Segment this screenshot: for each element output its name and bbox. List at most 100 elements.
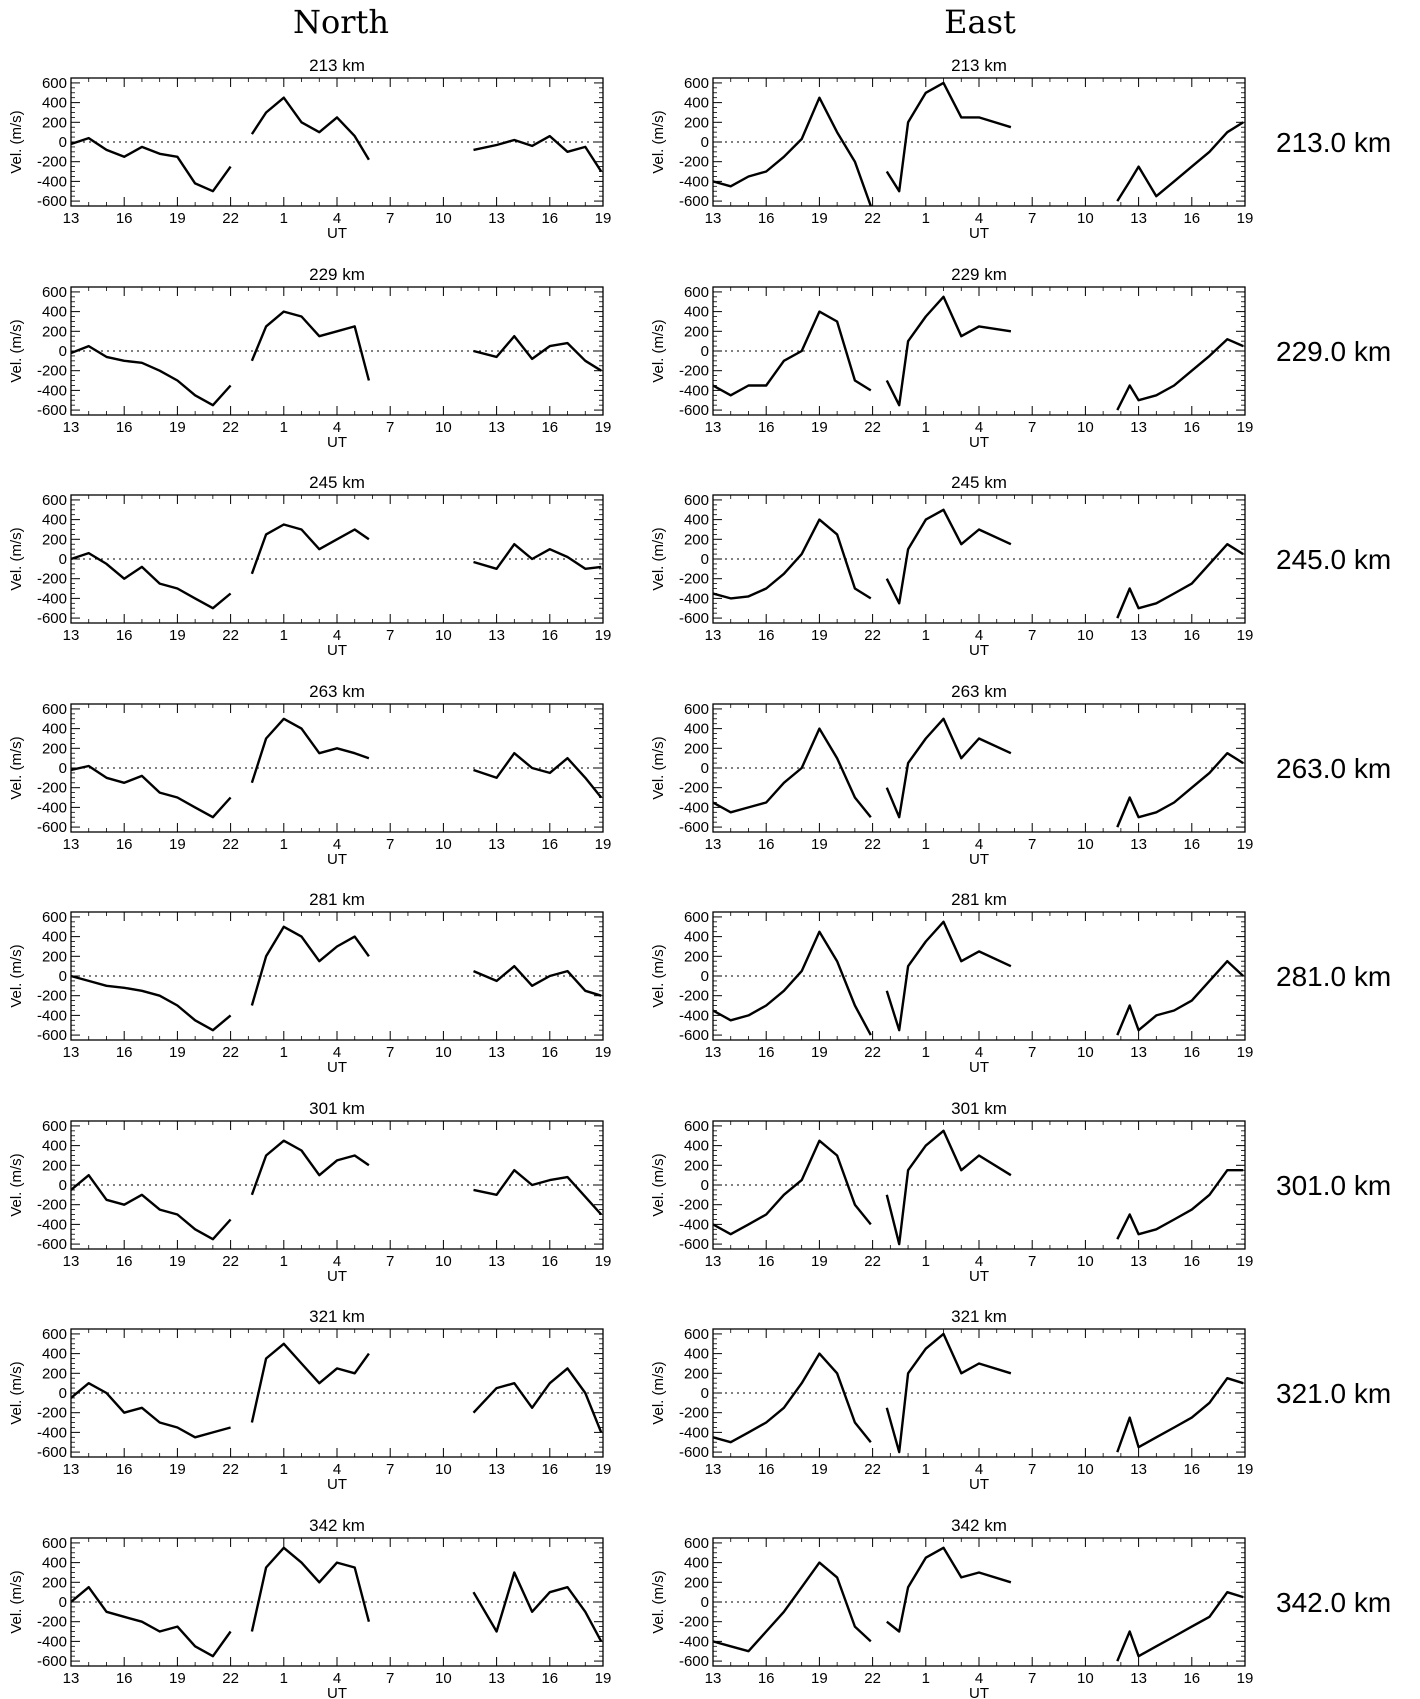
x-tick-label: 19 — [1237, 419, 1254, 436]
y-tick-label: -400 — [679, 799, 709, 816]
x-tick-label: 19 — [1237, 836, 1254, 853]
x-tick-label: 13 — [488, 1044, 505, 1061]
x-tick-label: 13 — [488, 1253, 505, 1270]
x-tick-label: 1 — [922, 1253, 930, 1270]
x-tick-label: 13 — [488, 836, 505, 853]
x-tick-label: 13 — [705, 1044, 722, 1061]
series-line-segment-0 — [713, 518, 872, 600]
x-tick-label: 19 — [1237, 1670, 1254, 1687]
y-tick-label: 200 — [42, 114, 67, 131]
series-line-segment-1 — [885, 508, 1012, 605]
y-tick-label: -400 — [679, 1216, 709, 1233]
series-line-segment-2 — [473, 543, 602, 570]
x-tick-label: 16 — [758, 1253, 775, 1270]
x-tick-label: 22 — [222, 1670, 239, 1687]
x-tick-label: 4 — [975, 1461, 983, 1478]
y-tick-label: -600 — [679, 1653, 709, 1670]
y-axis-label: Vel. (m/s) — [650, 319, 667, 382]
y-tick-label: 200 — [684, 1574, 709, 1591]
series-line-segment-0 — [71, 136, 232, 193]
series-group — [71, 1342, 603, 1439]
series-line-segment-0 — [71, 551, 232, 610]
x-tick-label: 16 — [758, 419, 775, 436]
x-tick-label: 22 — [864, 419, 881, 436]
series-line-segment-0 — [71, 1585, 232, 1658]
x-tick-label: 13 — [1130, 210, 1147, 227]
x-tick-label: 16 — [541, 419, 558, 436]
y-tick-label: -600 — [679, 1444, 709, 1461]
x-tick-label: 4 — [333, 1461, 341, 1478]
x-tick-label: 19 — [169, 836, 186, 853]
y-tick-label: -400 — [37, 1007, 67, 1024]
x-tick-label: 22 — [222, 1044, 239, 1061]
y-tick-label: 0 — [701, 968, 709, 985]
x-tick-label: 16 — [541, 210, 558, 227]
x-tick-label: 19 — [595, 1044, 612, 1061]
x-tick-label: 22 — [864, 1670, 881, 1687]
x-tick-label: 19 — [811, 1461, 828, 1478]
altitude-row-label: 245.0 km — [1276, 544, 1391, 575]
y-tick-label: 400 — [684, 95, 709, 112]
y-tick-label: -600 — [37, 1444, 67, 1461]
x-tick-label: 16 — [1183, 1253, 1200, 1270]
x-tick-label: 13 — [63, 1670, 80, 1687]
y-axis-label: Vel. (m/s) — [650, 736, 667, 799]
x-tick-label: 19 — [595, 1461, 612, 1478]
x-tick-label: 4 — [975, 627, 983, 644]
x-tick-label: 10 — [1077, 1044, 1094, 1061]
series-group — [71, 717, 603, 819]
series-line-segment-1 — [885, 295, 1012, 407]
x-tick-label: 13 — [63, 419, 80, 436]
x-tick-label: 13 — [63, 1253, 80, 1270]
x-tick-label: 16 — [116, 1044, 133, 1061]
series-line-segment-2 — [1116, 1168, 1244, 1240]
x-tick-label: 4 — [333, 1044, 341, 1061]
y-tick-label: 0 — [701, 343, 709, 360]
series-line-segment-1 — [886, 1546, 1012, 1633]
panel-title: 301 km — [951, 1099, 1007, 1118]
y-tick-label: -200 — [37, 571, 67, 588]
y-tick-label: -600 — [37, 1653, 67, 1670]
altitude-row-label: 342.0 km — [1276, 1587, 1391, 1618]
x-tick-label: 13 — [1130, 627, 1147, 644]
y-tick-label: -200 — [679, 780, 709, 797]
altitude-row-label: 263.0 km — [1276, 753, 1391, 784]
x-tick-label: 13 — [1130, 836, 1147, 853]
x-tick-label: 4 — [975, 836, 983, 853]
x-tick-label: 13 — [63, 836, 80, 853]
y-tick-label: -400 — [37, 173, 67, 190]
x-tick-label: 19 — [811, 210, 828, 227]
y-tick-label: -400 — [37, 1424, 67, 1441]
y-tick-label: 200 — [42, 1365, 67, 1382]
x-axis-label: UT — [327, 434, 347, 451]
x-tick-label: 10 — [1077, 419, 1094, 436]
x-tick-label: 16 — [541, 836, 558, 853]
x-tick-label: 13 — [488, 419, 505, 436]
x-tick-label: 16 — [116, 419, 133, 436]
x-tick-label: 1 — [280, 836, 288, 853]
series-line-segment-1 — [885, 920, 1012, 1032]
panel-title: 263 km — [309, 682, 365, 701]
x-tick-label: 16 — [1183, 210, 1200, 227]
x-tick-label: 19 — [1237, 1044, 1254, 1061]
panel-title: 342 km — [309, 1516, 365, 1535]
y-tick-label: 400 — [42, 1555, 67, 1572]
x-tick-label: 10 — [1077, 836, 1094, 853]
y-tick-label: 200 — [42, 531, 67, 548]
x-tick-label: 22 — [864, 210, 881, 227]
series-group — [713, 920, 1245, 1036]
x-tick-label: 16 — [116, 1253, 133, 1270]
x-tick-label: 1 — [922, 627, 930, 644]
series-line-segment-2 — [1116, 1590, 1244, 1662]
y-tick-label: 600 — [42, 1326, 67, 1343]
y-tick-label: 200 — [42, 1157, 67, 1174]
x-tick-label: 16 — [116, 210, 133, 227]
y-axis-label: Vel. (m/s) — [650, 1570, 667, 1633]
series-line-segment-0 — [713, 930, 872, 1036]
x-tick-label: 1 — [922, 836, 930, 853]
x-axis-label: UT — [327, 1059, 347, 1076]
